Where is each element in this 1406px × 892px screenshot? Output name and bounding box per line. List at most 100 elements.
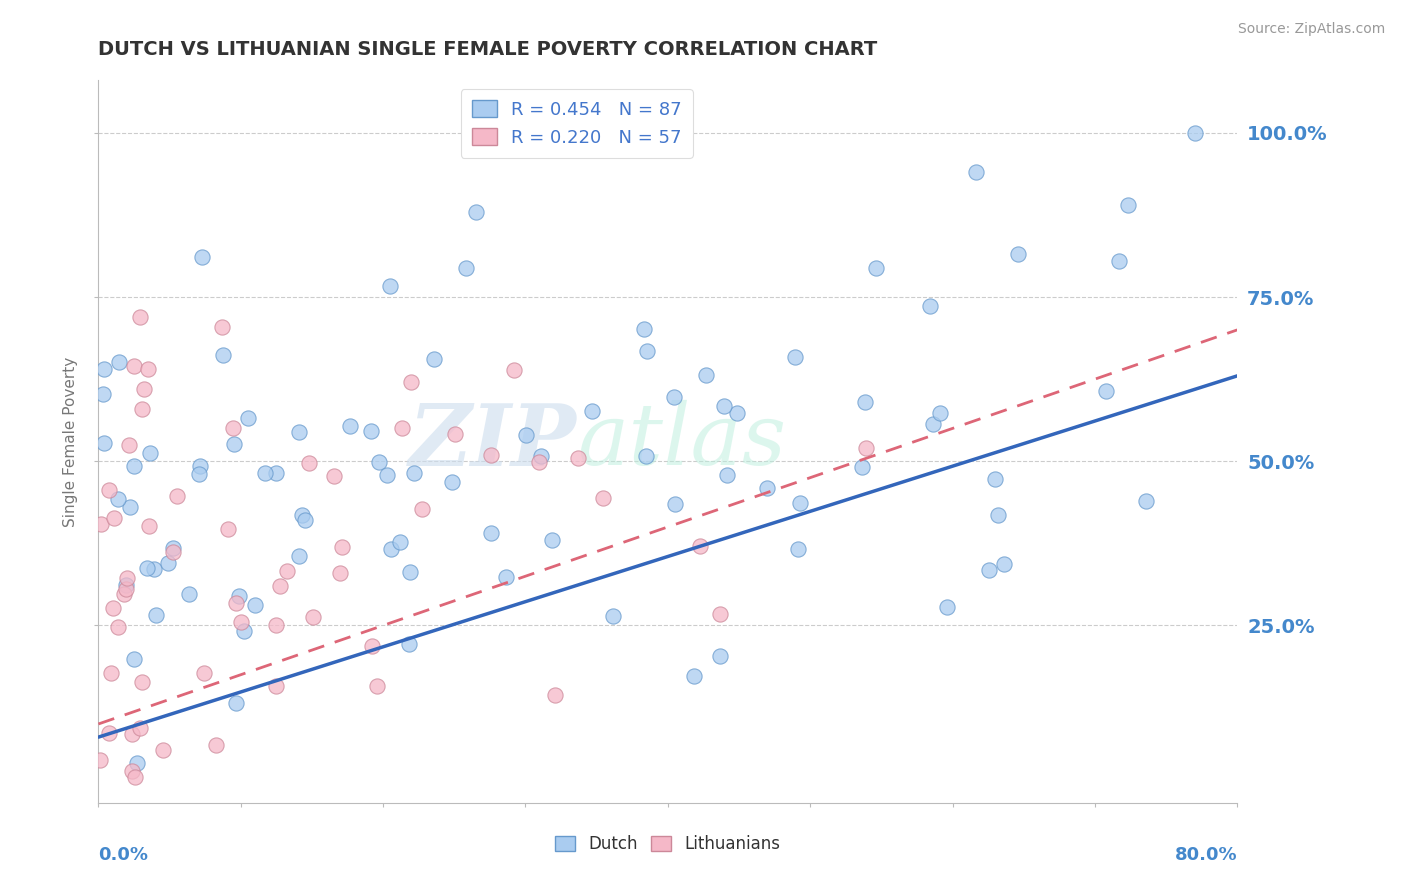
Point bbox=[114, 582, 136, 596]
Point bbox=[302, 610, 325, 624]
Point bbox=[633, 322, 655, 336]
Point bbox=[339, 419, 361, 434]
Point bbox=[124, 770, 146, 784]
Point bbox=[366, 679, 388, 693]
Point bbox=[122, 359, 145, 373]
Point bbox=[567, 450, 589, 465]
Point bbox=[233, 624, 256, 638]
Text: atlas: atlas bbox=[576, 401, 786, 483]
Point bbox=[191, 250, 214, 264]
Point bbox=[323, 469, 346, 483]
Point bbox=[918, 299, 941, 313]
Point bbox=[530, 449, 553, 463]
Point bbox=[103, 601, 125, 615]
Point bbox=[360, 424, 382, 438]
Point bbox=[855, 441, 877, 455]
Point bbox=[398, 637, 420, 651]
Point bbox=[389, 535, 412, 549]
Point bbox=[634, 449, 657, 463]
Point bbox=[166, 489, 188, 503]
Point bbox=[131, 401, 153, 416]
Point bbox=[709, 607, 731, 622]
Point bbox=[329, 566, 352, 580]
Point bbox=[90, 516, 112, 531]
Point bbox=[162, 541, 184, 555]
Point bbox=[122, 652, 145, 666]
Point bbox=[664, 390, 686, 404]
Point bbox=[107, 491, 129, 506]
Point bbox=[922, 417, 945, 431]
Point bbox=[479, 448, 502, 462]
Point bbox=[399, 375, 422, 389]
Text: DUTCH VS LITHUANIAN SINGLE FEMALE POVERTY CORRELATION CHART: DUTCH VS LITHUANIAN SINGLE FEMALE POVERT… bbox=[98, 40, 877, 59]
Point bbox=[865, 260, 887, 275]
Point bbox=[1095, 384, 1118, 398]
Point bbox=[664, 498, 686, 512]
Text: 0.0%: 0.0% bbox=[98, 847, 149, 864]
Point bbox=[368, 455, 391, 469]
Point bbox=[107, 620, 129, 634]
Point bbox=[204, 738, 226, 752]
Point bbox=[89, 753, 111, 767]
Point bbox=[695, 368, 717, 382]
Point bbox=[1184, 126, 1206, 140]
Point bbox=[391, 421, 413, 435]
Point bbox=[298, 456, 321, 470]
Point bbox=[276, 564, 298, 578]
Point bbox=[100, 666, 122, 681]
Point bbox=[266, 466, 288, 480]
Point bbox=[211, 319, 233, 334]
Point bbox=[402, 466, 425, 480]
Point bbox=[93, 361, 115, 376]
Point bbox=[118, 438, 141, 452]
Point bbox=[399, 565, 422, 579]
Point bbox=[117, 571, 139, 585]
Point bbox=[122, 459, 145, 474]
Point bbox=[125, 756, 148, 771]
Text: ZIP: ZIP bbox=[409, 400, 576, 483]
Point bbox=[441, 475, 464, 489]
Point bbox=[269, 579, 291, 593]
Point bbox=[91, 387, 114, 401]
Point bbox=[713, 399, 735, 413]
Point bbox=[134, 382, 156, 396]
Point bbox=[592, 491, 614, 505]
Point bbox=[783, 350, 806, 364]
Point bbox=[129, 721, 152, 735]
Point bbox=[108, 355, 131, 369]
Point bbox=[987, 508, 1010, 522]
Point bbox=[152, 743, 174, 757]
Point bbox=[502, 363, 524, 377]
Point bbox=[288, 549, 311, 563]
Point bbox=[131, 675, 153, 690]
Point bbox=[423, 351, 446, 366]
Point bbox=[253, 466, 276, 480]
Point bbox=[121, 727, 143, 741]
Point bbox=[142, 561, 165, 575]
Point bbox=[93, 436, 115, 450]
Point bbox=[936, 599, 959, 614]
Legend: Dutch, Lithuanians: Dutch, Lithuanians bbox=[548, 828, 787, 860]
Point bbox=[121, 764, 143, 779]
Point bbox=[103, 510, 125, 524]
Point bbox=[145, 607, 167, 622]
Point bbox=[984, 472, 1007, 486]
Point bbox=[479, 525, 502, 540]
Point bbox=[380, 541, 402, 556]
Point bbox=[225, 596, 247, 610]
Point bbox=[138, 519, 160, 533]
Point bbox=[683, 668, 706, 682]
Point bbox=[222, 437, 245, 451]
Point bbox=[689, 539, 711, 553]
Point bbox=[1108, 254, 1130, 268]
Point bbox=[157, 557, 180, 571]
Point bbox=[236, 411, 259, 425]
Point bbox=[243, 598, 266, 612]
Point bbox=[789, 496, 811, 510]
Point bbox=[636, 343, 658, 358]
Point bbox=[716, 467, 738, 482]
Point bbox=[965, 165, 987, 179]
Point bbox=[294, 513, 316, 527]
Point bbox=[928, 406, 950, 420]
Point bbox=[725, 406, 748, 420]
